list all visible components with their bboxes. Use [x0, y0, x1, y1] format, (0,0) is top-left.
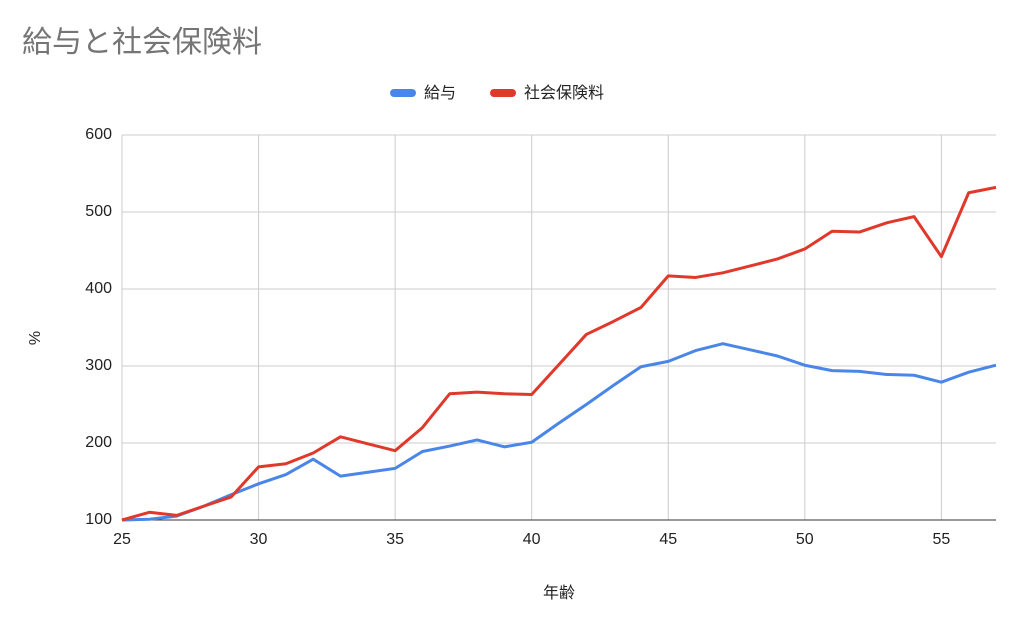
x-tick-label: 25 — [113, 531, 131, 548]
x-tick-label: 45 — [659, 531, 677, 548]
x-tick-label: 35 — [386, 531, 404, 548]
series-line — [121, 342, 997, 522]
legend-swatch — [490, 89, 517, 97]
y-tick-label: 200 — [85, 434, 112, 451]
y-tick-label: 600 — [85, 126, 112, 143]
legend-label: 社会保険料 — [524, 84, 604, 102]
legend-swatch — [390, 89, 416, 97]
x-tick-label: 30 — [250, 531, 268, 548]
y-tick-label: 300 — [85, 357, 112, 374]
x-tick-label: 50 — [796, 531, 814, 548]
legend-label: 給与 — [424, 84, 456, 102]
x-axis-label: 年齢 — [543, 584, 575, 602]
y-tick-label: 500 — [85, 203, 112, 220]
chart-title: 給与と社会保険料 — [22, 26, 262, 59]
y-axis-label: % — [27, 331, 44, 345]
x-tick-label: 55 — [932, 531, 950, 548]
series-line — [121, 185, 997, 522]
y-tick-label: 400 — [85, 280, 112, 297]
y-tick-label: 100 — [85, 511, 112, 528]
x-tick-label: 40 — [523, 531, 541, 548]
